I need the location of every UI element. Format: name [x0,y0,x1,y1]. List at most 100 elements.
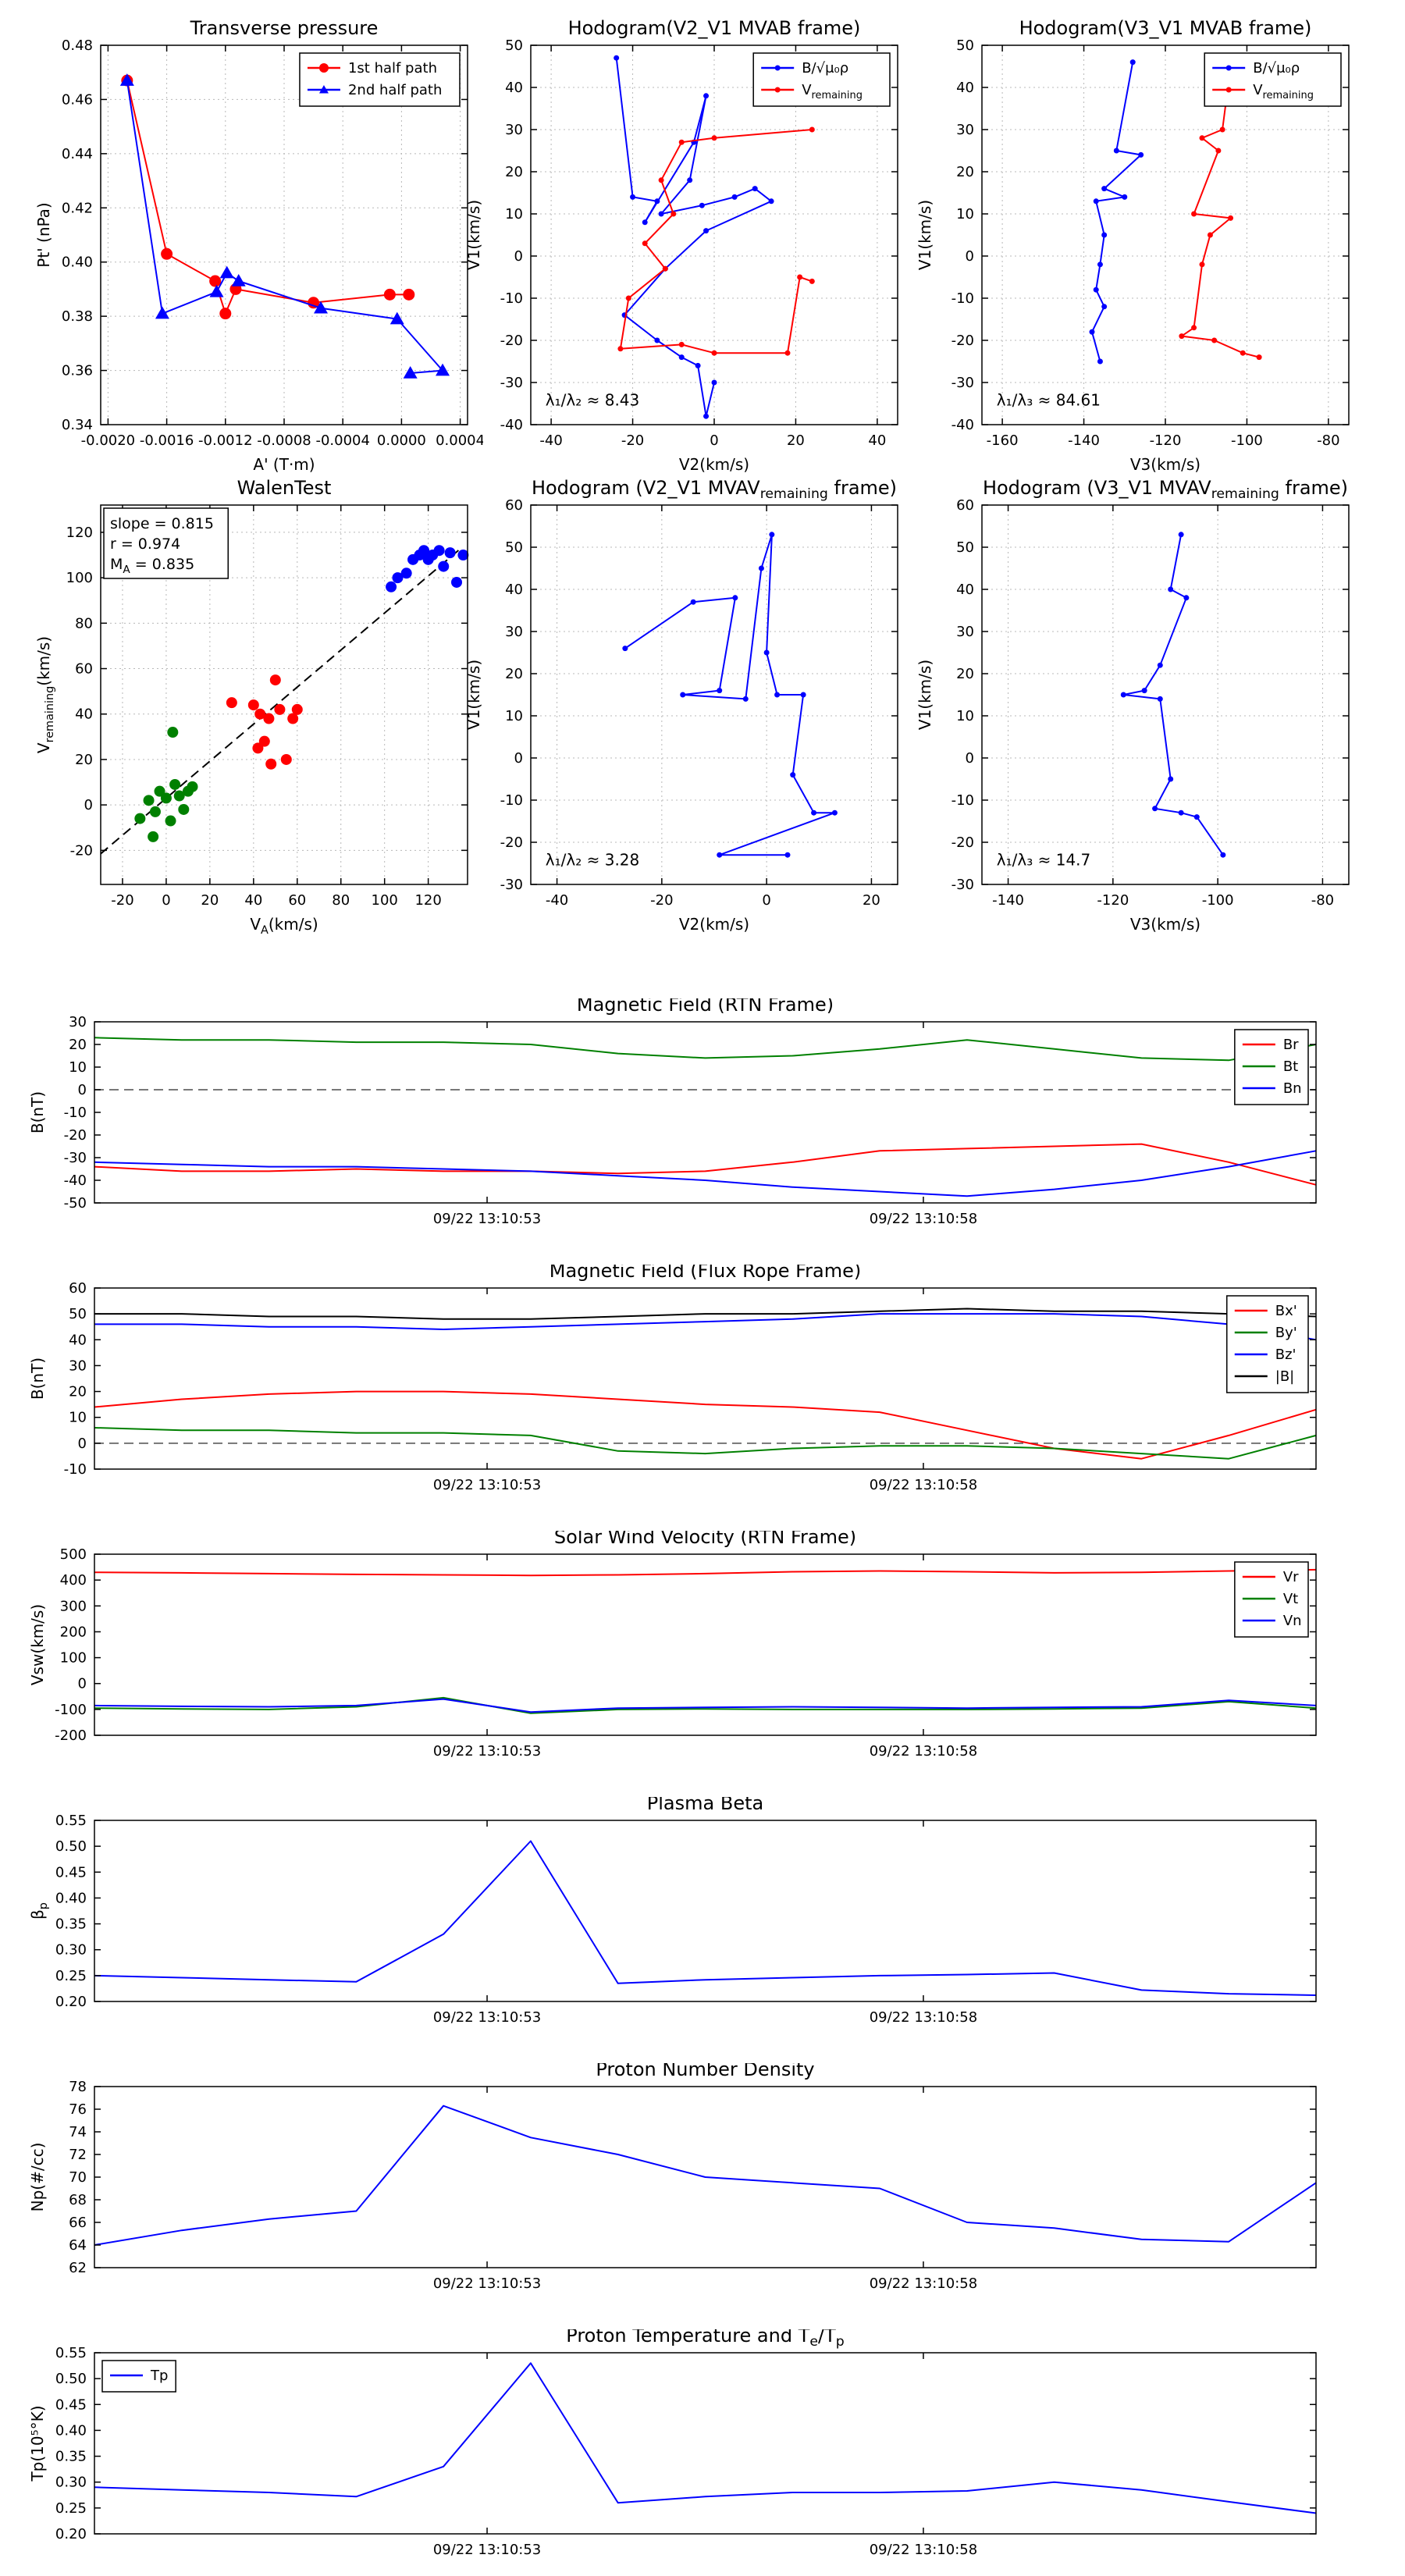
series-fit-line [100,547,462,855]
marker-dot [642,219,648,226]
legend-label: Bx' [1275,1303,1297,1319]
y-tick-label: 10 [505,708,523,724]
marker-circle [383,288,396,301]
axis-frame [530,504,898,885]
x-axis-label: V2(km/s) [679,455,749,474]
y-tick-label: 0.40 [62,254,93,271]
series-1st-half-path [121,74,415,320]
series-tp [94,2362,1317,2514]
marker-dot [784,350,791,356]
series-br [94,1143,1317,1186]
x-tick-label: -100 [1231,432,1263,449]
legend-label: 2nd half path [348,82,442,98]
series-line [126,80,409,315]
y-tick-label: 10 [956,206,974,222]
marker-circle [209,275,222,287]
series-bz [94,1313,1317,1341]
marker-dot [809,126,815,133]
marker-dot [392,572,404,584]
marker-dot [438,560,450,572]
marker-dot [1141,688,1147,694]
marker-dot [642,240,648,247]
y-tick-label: 50 [505,37,523,54]
y-tick-label: 0.50 [55,2371,87,2387]
y-tick-label: 10 [505,206,523,222]
marker-triangle [318,85,329,94]
marker-dot [1093,198,1099,205]
annotation: λ₁/λ₃ ≈ 14.7 [997,851,1090,870]
marker-dot [269,674,281,686]
x-tick-label: 80 [332,892,350,909]
panel-proton-temperature: 09/22 13:10:53 09/22 13:10:58 0.20 0.25 0.30… [24,2325,1368,2564]
marker-dot [1228,215,1234,221]
marker-dot [1101,186,1108,192]
chart-title: Plasma Beta [647,1797,763,1814]
legend-label: B/√μ₀ρ [1253,60,1300,76]
legend-label: Vn [1283,1613,1302,1629]
y-tick-label: 0 [966,750,974,767]
x-tick-label: -80 [1311,892,1334,909]
y-tick-label: 64 [69,2237,87,2254]
x-tick-label: -0.0012 [198,432,252,449]
y-tick-label: -30 [500,877,523,893]
y-tick-label: -30 [500,375,523,391]
chart-svg-magnetic-field-rtn: 09/22 13:10:53 09/22 13:10:58 -50 -40 -30 -20… [28,994,1317,1227]
x-tick-label: 0 [762,892,770,909]
marker-dot [265,758,277,770]
x-tick-label: -20 [111,892,133,909]
marker-dot [758,565,764,571]
x-tick-label: 0.0004 [436,432,483,449]
legend: Tp [101,2360,176,2393]
marker-dot [254,708,266,720]
x-tick-label: 20 [863,892,880,909]
legend-label: Bz' [1275,1347,1297,1363]
chart-title: Solar Wind Velocity (RTN Frame) [554,1531,856,1548]
marker-dot [703,93,710,99]
marker-dot [1093,286,1099,293]
x-axis-label: V2(km/s) [679,915,749,934]
marker-dot [811,809,817,816]
y-tick-label: 76 [69,2101,87,2118]
stats-line: slope = 0.815 [110,515,214,532]
chart-title: Hodogram (V2_V1 MVAVremaining frame) [532,477,897,502]
marker-dot [433,545,445,557]
y-tick-label: 0.40 [55,2422,87,2439]
x-tick-label: 0.0000 [377,432,426,449]
marker-circle [318,63,329,73]
chart-svg-hodogram-v2v1-mvab: -40 -20 0 20 40 -40 -30 -20 -10 0 10 20 30 40 50 Hodogr… [464,17,898,474]
series-line [1122,534,1224,856]
y-axis-label: V1(km/s) [464,660,483,730]
series-line [94,1568,1317,1577]
series-line [624,533,836,856]
legend-label: Bn [1283,1080,1302,1097]
marker-dot [274,703,286,715]
marker-dot [1179,333,1185,340]
y-tick-label: 72 [69,2147,87,2163]
x-tick-label: 09/22 13:10:53 [433,2275,541,2292]
marker-dot [695,362,701,368]
chart-title: Proton Number Density [596,2063,814,2080]
marker-dot [1120,692,1126,698]
marker-dot [1157,696,1163,702]
stats-line: r = 0.974 [110,535,180,553]
y-tick-label: 0.34 [62,417,93,433]
marker-dot [717,688,723,694]
marker-dot [167,727,179,738]
y-tick-label: -10 [500,290,523,307]
y-tick-label: 40 [69,1332,87,1348]
marker-dot [1178,532,1184,538]
x-tick-label: -140 [992,892,1024,909]
x-tick-label: 09/22 13:10:58 [870,1477,977,1493]
y-axis-label: Np(#/cc) [28,2143,47,2212]
marker-dot [1097,262,1103,268]
marker-dot [1113,148,1119,154]
marker-dot [451,576,463,588]
y-tick-label: -40 [64,1172,87,1189]
panel-hodogram-v3v1-mvab: -160 -140 -120 -100 -80 -40 -30 -20 -10 0 10 20 30 40… [902,9,1364,478]
y-tick-label: 0.38 [62,308,93,325]
y-tick-label: -20 [951,834,974,851]
annotation: λ₁/λ₂ ≈ 3.28 [546,851,639,870]
legend: Br Bt Bn [1234,1029,1309,1105]
x-axis-label: V3(km/s) [1130,915,1200,934]
marker-dot [1101,232,1108,238]
